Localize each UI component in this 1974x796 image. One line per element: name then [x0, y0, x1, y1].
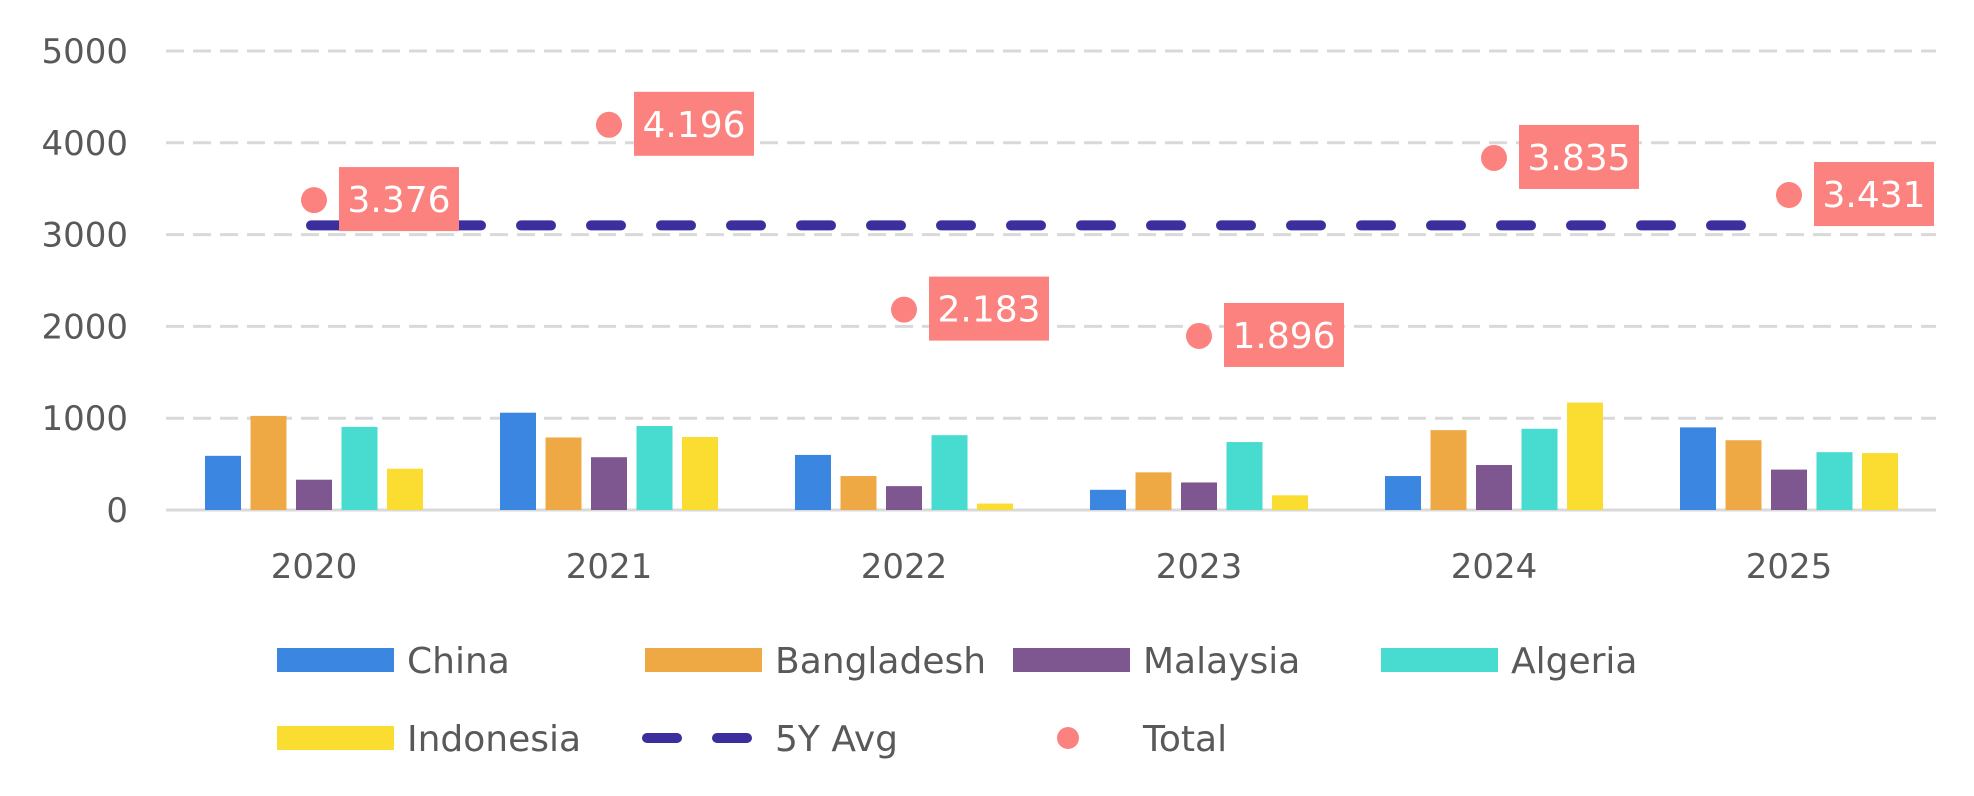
- total-label-box: [634, 91, 754, 156]
- bar-malaysia-2020: [296, 479, 332, 510]
- bar-indonesia-2024: [1567, 402, 1603, 510]
- bar-indonesia-2023: [1272, 495, 1308, 510]
- bars: [205, 402, 1898, 510]
- bar-malaysia-2024: [1476, 465, 1512, 510]
- total-label-box: [1519, 124, 1639, 189]
- bar-indonesia-2020: [387, 468, 423, 510]
- bar-china-2020: [205, 455, 241, 510]
- total-marker-2025: [1776, 182, 1802, 209]
- bar-bangladesh-2023: [1135, 472, 1172, 510]
- total-label: 2.183: [937, 290, 1040, 331]
- bar-algeria-2021: [636, 426, 673, 510]
- bar-algeria-2025: [1816, 452, 1853, 510]
- bar-malaysia-2023: [1181, 482, 1217, 510]
- legend-label-china: China: [407, 641, 510, 682]
- total-label-box: [1814, 162, 1934, 227]
- bar-china-2024: [1385, 476, 1421, 510]
- bar-indonesia-2022: [977, 503, 1013, 510]
- bar-china-2023: [1090, 489, 1126, 510]
- y-axis: 0 1000 2000 3000 4000 5000: [41, 32, 128, 531]
- bar-china-2022: [795, 454, 831, 510]
- bar-algeria-2020: [341, 426, 378, 510]
- legend-label-5y-avg: 5Y Avg: [775, 719, 898, 760]
- x-axis: 2020 2021 2022 2023 2024 2025: [271, 547, 1833, 587]
- bar-bangladesh-2021: [545, 437, 582, 510]
- bar-bangladesh-2025: [1725, 440, 1762, 510]
- legend-swatch-malaysia: [1013, 648, 1130, 672]
- legend-swatch-bangladesh: [645, 648, 762, 672]
- bar-algeria-2022: [931, 435, 968, 510]
- bar-china-2021: [500, 412, 536, 510]
- y-tick-label: 0: [106, 491, 128, 531]
- legend-label-algeria: Algeria: [1511, 641, 1638, 682]
- legend: China Bangladesh Malaysia Algeria Indonesia 5…: [277, 641, 1638, 760]
- bar-bangladesh-2020: [250, 415, 287, 510]
- total-marker-2023: [1186, 322, 1212, 349]
- grid: [166, 49, 1936, 512]
- total-label: 1.896: [1232, 316, 1335, 357]
- bar-indonesia-2025: [1862, 453, 1898, 510]
- total-marker-2020: [301, 187, 327, 214]
- x-tick-label: 2023: [1156, 547, 1243, 587]
- legend-label-indonesia: Indonesia: [407, 719, 581, 760]
- bar-bangladesh-2022: [840, 476, 877, 510]
- bar-china-2025: [1680, 427, 1716, 510]
- total-layer: 3.376 4.196 2.183 1.896 3.835 3.431: [301, 91, 1934, 367]
- x-tick-label: 2024: [1451, 547, 1538, 587]
- bar-algeria-2023: [1226, 442, 1263, 510]
- bar-bangladesh-2024: [1430, 430, 1467, 510]
- x-tick-label: 2022: [861, 547, 948, 587]
- x-tick-label: 2021: [566, 547, 653, 587]
- y-tick-label: 3000: [41, 216, 128, 256]
- legend-label-total: Total: [1142, 719, 1227, 760]
- legend-swatch-total: [1057, 727, 1079, 749]
- total-marker-2022: [891, 296, 917, 323]
- x-tick-label: 2020: [271, 547, 358, 587]
- total-marker-2021: [596, 111, 622, 138]
- y-tick-label: 5000: [41, 32, 128, 72]
- y-tick-label: 4000: [41, 124, 128, 164]
- total-label-box: [929, 276, 1049, 341]
- x-tick-label: 2025: [1746, 547, 1833, 587]
- bar-malaysia-2021: [591, 457, 627, 510]
- bar-indonesia-2021: [682, 437, 718, 510]
- legend-swatch-indonesia: [277, 726, 394, 750]
- total-label: 3.835: [1527, 138, 1630, 179]
- total-label: 3.376: [347, 180, 450, 221]
- total-label-box: [1224, 302, 1344, 367]
- y-tick-label: 2000: [41, 307, 128, 347]
- legend-swatch-china: [277, 648, 394, 672]
- bar-malaysia-2022: [886, 486, 922, 510]
- legend-label-malaysia: Malaysia: [1143, 641, 1300, 682]
- y-tick-label: 1000: [41, 399, 128, 439]
- total-label: 4.196: [642, 105, 745, 146]
- total-label: 3.431: [1822, 175, 1925, 216]
- bar-algeria-2024: [1521, 428, 1558, 510]
- bar-malaysia-2025: [1771, 469, 1807, 510]
- total-label-box: [339, 167, 459, 232]
- legend-label-bangladesh: Bangladesh: [775, 641, 986, 682]
- legend-swatch-algeria: [1381, 648, 1498, 672]
- total-marker-2024: [1481, 144, 1507, 171]
